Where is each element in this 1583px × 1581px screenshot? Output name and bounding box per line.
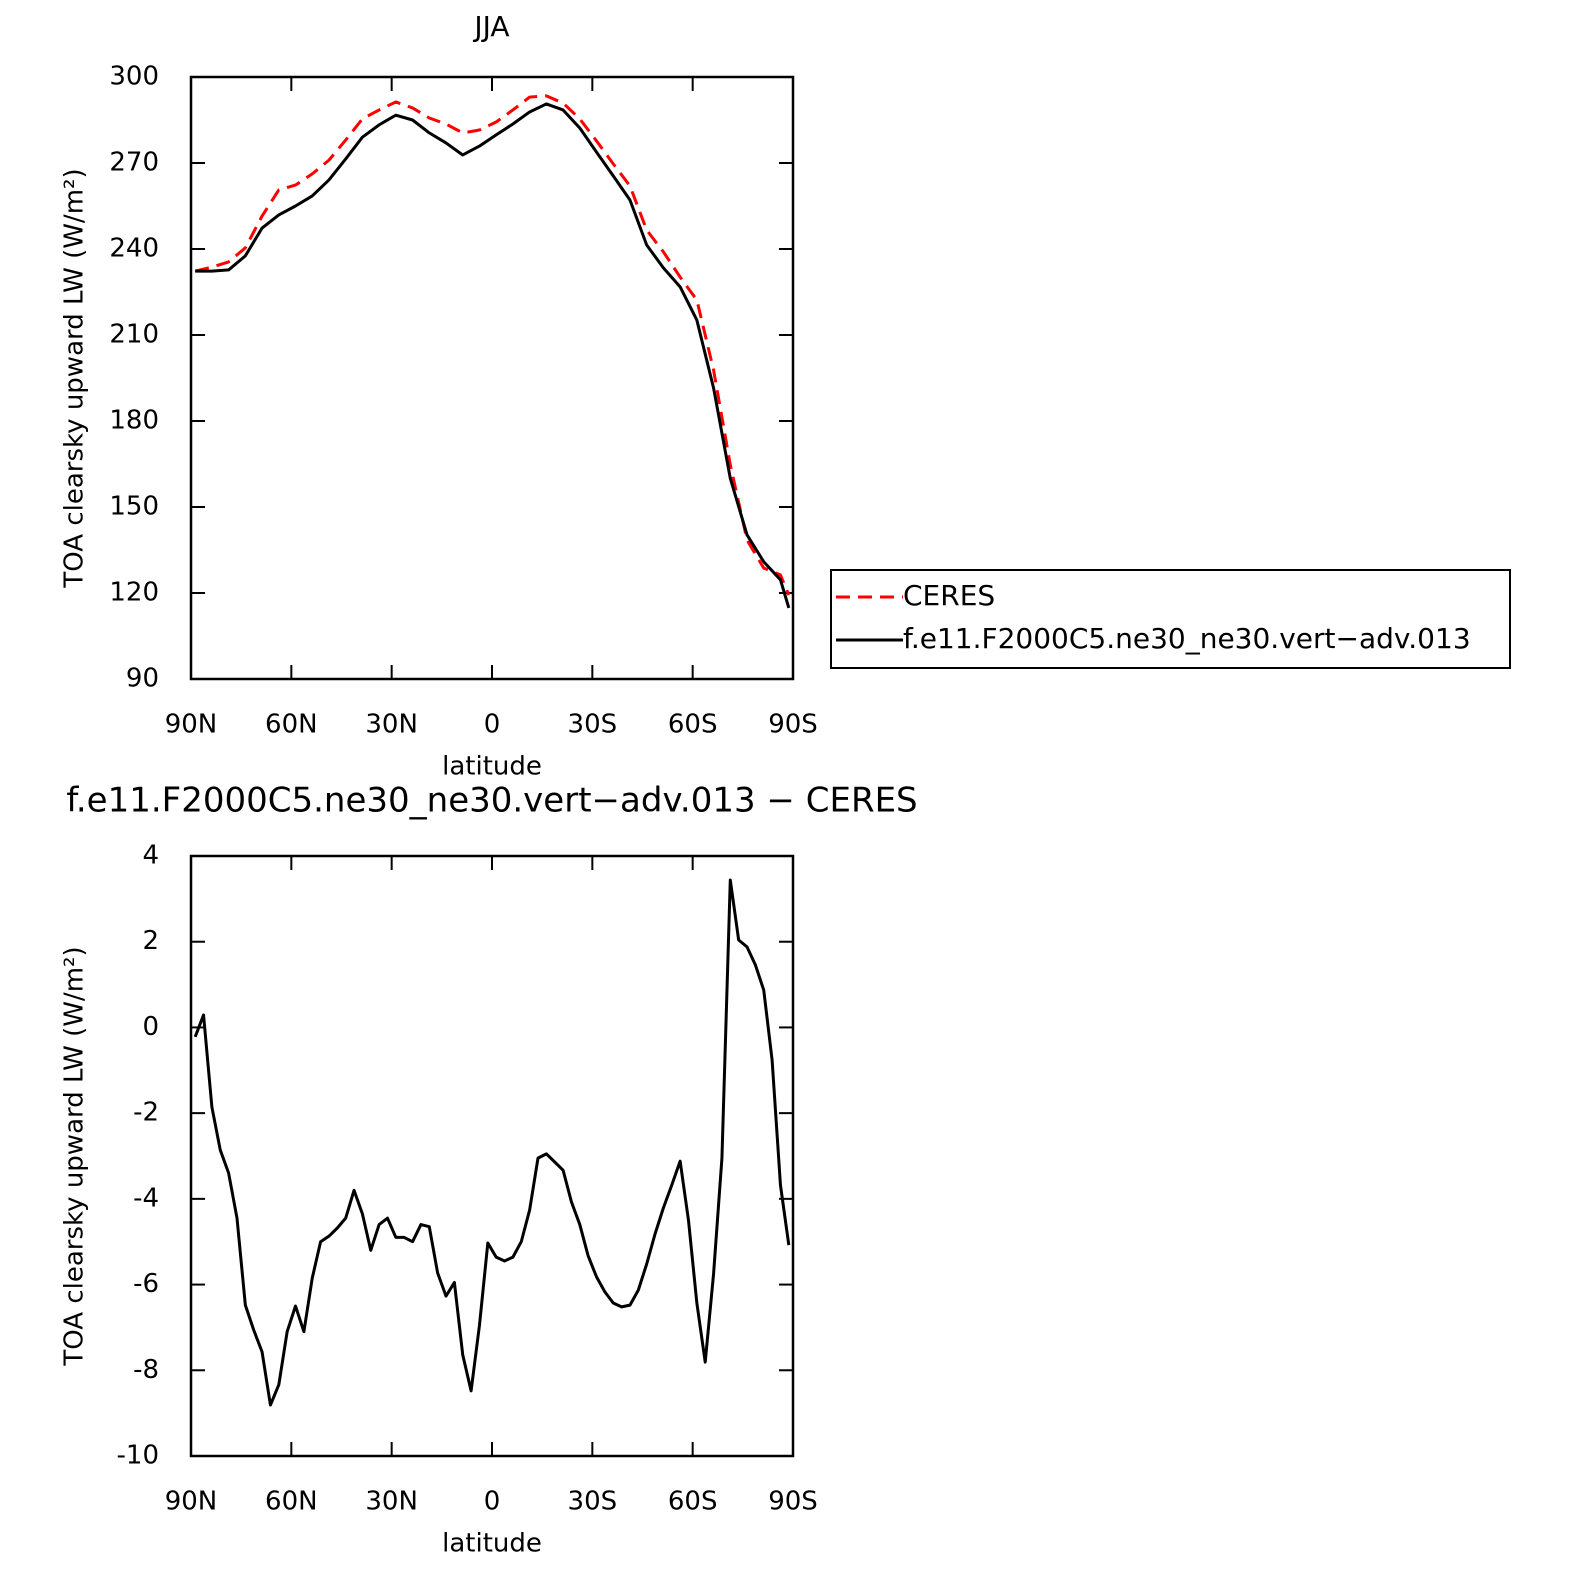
- y-tick-label: 2: [142, 926, 159, 956]
- y-axis-label: TOA clearsky upward LW (W/m²): [60, 946, 90, 1366]
- x-tick-label: 90S: [768, 1487, 818, 1517]
- y-tick-label: -10: [117, 1441, 159, 1471]
- y-tick-label: 0: [142, 1012, 159, 1042]
- y-tick-label: -6: [133, 1269, 159, 1299]
- y-tick-label: 120: [109, 578, 159, 608]
- y-tick-label: 240: [109, 234, 159, 264]
- y-tick-label: 300: [109, 62, 159, 92]
- x-tick-label: 90S: [768, 710, 818, 740]
- x-tick-label: 90N: [165, 710, 218, 740]
- x-tick-label: 60S: [668, 710, 718, 740]
- y-tick-label: -2: [133, 1098, 159, 1128]
- chart-title: JJA: [472, 10, 509, 43]
- y-tick-label: 90: [126, 664, 159, 694]
- x-tick-label: 30S: [568, 710, 618, 740]
- y-tick-label: 180: [109, 406, 159, 436]
- x-tick-label: 0: [484, 710, 501, 740]
- x-tick-label: 60N: [265, 710, 318, 740]
- x-axis-label: latitude: [442, 752, 542, 782]
- x-tick-label: 60N: [265, 1487, 318, 1517]
- y-tick-label: 150: [109, 492, 159, 522]
- legend-box: [830, 569, 1511, 669]
- data-line: [193, 878, 791, 1407]
- x-tick-label: 60S: [668, 1487, 718, 1517]
- data-line: [195, 102, 791, 609]
- chart-title: f.e11.F2000C5.ne30_ne30.vert−adv.013 − C…: [66, 781, 917, 821]
- x-tick-label: 0: [484, 1487, 501, 1517]
- x-tick-label: 30S: [568, 1487, 618, 1517]
- x-axis-label: latitude: [442, 1529, 542, 1559]
- y-tick-label: 210: [109, 320, 159, 350]
- x-tick-label: 30N: [365, 1487, 418, 1517]
- y-axis-label: TOA clearsky upward LW (W/m²): [60, 168, 90, 588]
- x-tick-label: 30N: [365, 710, 418, 740]
- plot-frame: [189, 75, 795, 681]
- legend-label: CERES: [903, 579, 995, 612]
- y-tick-label: 270: [109, 148, 159, 178]
- plot-frame: [189, 854, 795, 1458]
- data-line: [194, 94, 791, 596]
- y-tick-label: 4: [142, 841, 159, 871]
- x-tick-label: 90N: [165, 1487, 218, 1517]
- y-tick-label: -4: [133, 1183, 159, 1213]
- y-tick-label: -8: [133, 1355, 159, 1385]
- legend-label: f.e11.F2000C5.ne30_ne30.vert−adv.013: [903, 622, 1471, 655]
